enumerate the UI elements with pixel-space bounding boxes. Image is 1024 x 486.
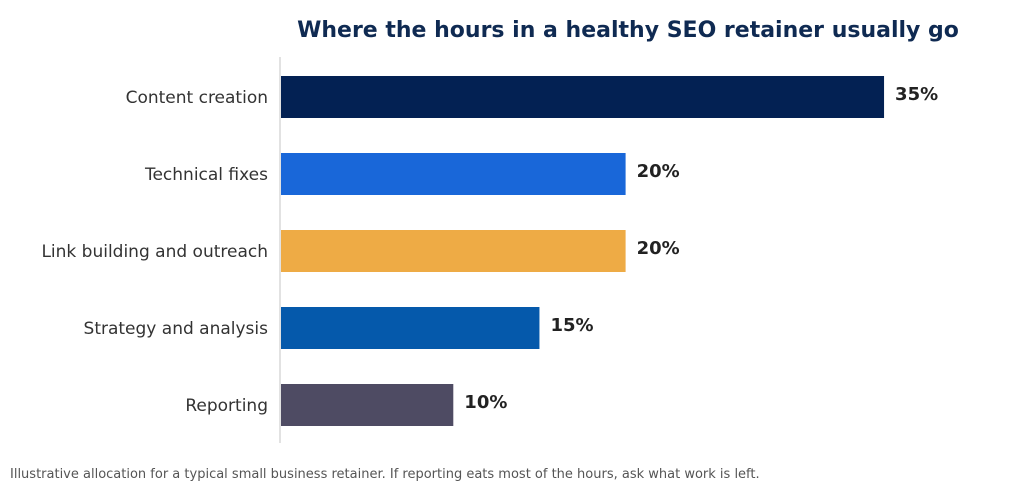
bar-chart: Where the hours in a healthy SEO retaine…: [41, 18, 959, 443]
bars-group: Content creation 35% Technical fixes 20% Lin…: [41, 76, 938, 426]
chart-title: Where the hours in a healthy SEO retaine…: [297, 18, 959, 43]
value-label-3: 15%: [550, 315, 593, 336]
bar-0: [281, 76, 885, 118]
value-label-2: 20%: [637, 238, 680, 259]
bar-1: [281, 153, 626, 195]
bar-2: [281, 230, 626, 272]
category-label-1: Technical fixes: [144, 165, 268, 185]
bar-3: [281, 307, 540, 349]
footnote: Illustrative allocation for a typical sm…: [10, 467, 760, 482]
value-label-0: 35%: [895, 84, 938, 105]
value-label-4: 10%: [464, 392, 507, 413]
category-label-4: Reporting: [185, 396, 268, 416]
category-label-0: Content creation: [126, 88, 268, 108]
category-label-3: Strategy and analysis: [84, 319, 269, 339]
value-label-1: 20%: [637, 161, 680, 182]
bar-4: [281, 384, 454, 426]
category-label-2: Link building and outreach: [41, 242, 268, 262]
